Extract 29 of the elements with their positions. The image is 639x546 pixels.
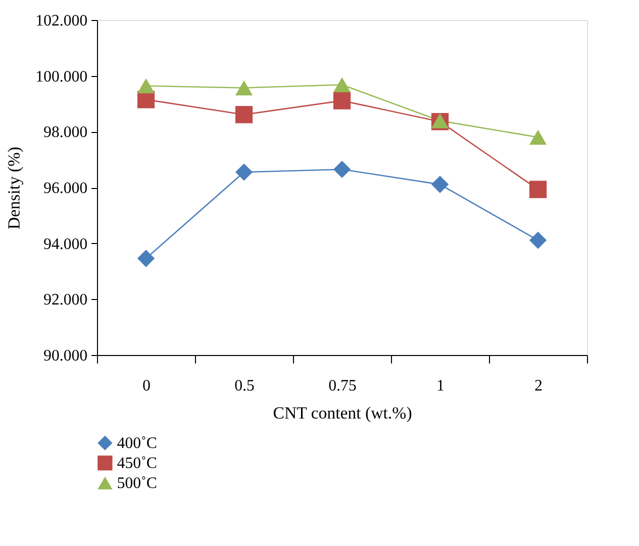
y-tick-label: 96.000 — [44, 180, 88, 197]
point — [235, 106, 253, 124]
legend-label: 500˚C — [117, 475, 157, 492]
x-tick-label: 0.75 — [328, 378, 356, 394]
point — [137, 250, 155, 268]
point — [529, 232, 547, 249]
point — [235, 163, 253, 181]
point — [529, 180, 547, 198]
y-tick-label: 90.000 — [44, 348, 88, 364]
y-axis-title: Density (%) — [4, 146, 24, 230]
x-axis-title: CNT content (wt.%) — [273, 404, 412, 422]
point — [235, 80, 253, 96]
x-tick-label: 0.5 — [234, 378, 254, 394]
legend-label: 400˚C — [117, 435, 157, 452]
point — [431, 176, 449, 194]
point — [333, 77, 351, 92]
legend-label: 450˚C — [117, 455, 157, 472]
y-tick-label: 102.000 — [36, 12, 88, 30]
x-tick-label: 0 — [142, 378, 150, 394]
x-tick-label: 1 — [436, 378, 444, 394]
point — [333, 160, 351, 178]
point — [333, 92, 351, 110]
x-tick-label: 2 — [534, 378, 542, 394]
y-tick-label: 100.000 — [36, 68, 88, 86]
point — [137, 78, 155, 94]
y-tick-label: 94.000 — [44, 236, 88, 253]
y-tick-label: 92.000 — [44, 292, 88, 309]
y-tick-label: 98.000 — [44, 124, 88, 142]
point — [529, 130, 547, 145]
